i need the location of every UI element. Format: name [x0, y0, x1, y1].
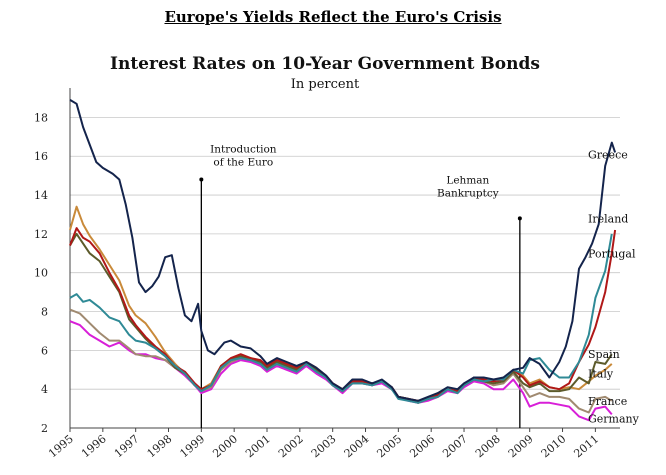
series-line-france: [69, 308, 613, 414]
x-tick-label: 2006: [407, 432, 437, 460]
x-tick-label: 1998: [145, 432, 175, 460]
chart-subtitle: In percent: [291, 77, 360, 92]
x-tick-label: 2001: [243, 432, 273, 460]
series-line-spain: [69, 232, 613, 404]
y-tick-label: 12: [34, 228, 48, 241]
series-label-germany: Germany: [588, 412, 640, 425]
y-tick-label: 4: [41, 383, 48, 396]
series-label-ireland: Ireland: [588, 212, 628, 225]
series-line-greece: [69, 99, 617, 402]
y-tick-label: 14: [34, 189, 48, 202]
series-label-spain: Spain: [588, 348, 620, 361]
grid-lines: [70, 117, 620, 390]
x-tick-label: 2000: [210, 432, 240, 460]
annotation-text: Bankruptcy: [437, 187, 499, 199]
x-tick-label: 2005: [374, 432, 404, 460]
annotation-text: of the Euro: [213, 157, 273, 169]
annotation-text: Introduction: [210, 144, 277, 156]
x-tick-label: 1996: [79, 432, 109, 460]
x-tick-label: 2008: [473, 432, 503, 460]
x-tick-label: 2010: [539, 432, 569, 460]
y-tick-label: 8: [41, 306, 48, 319]
x-tick-label: 1999: [177, 432, 207, 460]
series-lines: [69, 99, 617, 422]
y-tick-label: 10: [34, 267, 48, 280]
series-label-greece: Greece: [588, 148, 628, 161]
x-tick-label: 2007: [440, 432, 470, 460]
y-tick-label: 16: [34, 150, 48, 163]
x-tick-label: 2011: [571, 432, 601, 460]
x-tick-label: 2002: [276, 432, 306, 460]
series-line-portugal: [69, 227, 617, 402]
annotation-marker: [517, 216, 522, 221]
x-tick-label: 1997: [112, 432, 142, 460]
x-tick-label: 1995: [46, 432, 76, 460]
annotation-marker: [199, 177, 204, 182]
y-tick-label: 6: [41, 344, 48, 357]
x-tick-label: 2009: [506, 432, 536, 460]
series-label-portugal: Portugal: [588, 247, 636, 260]
x-tick-label: 2003: [309, 432, 339, 460]
series-line-italy: [69, 205, 613, 402]
annotation-text: Lehman: [446, 174, 489, 186]
series-line-germany: [69, 320, 613, 422]
series-label-france: France: [588, 395, 627, 408]
page-title: Europe's Yields Reflect the Euro's Crisi…: [164, 8, 502, 26]
series-labels: Germany France Italy Spain Portugal Ireland Gr…: [588, 148, 640, 425]
chart-title: Interest Rates on 10-Year Government Bon…: [110, 54, 540, 74]
y-tick-label: 2: [41, 422, 48, 435]
x-tick-label: 2004: [342, 432, 372, 460]
y-tick-label: 18: [34, 111, 48, 124]
series-line-ireland: [69, 233, 613, 404]
series-label-italy: Italy: [588, 368, 614, 381]
